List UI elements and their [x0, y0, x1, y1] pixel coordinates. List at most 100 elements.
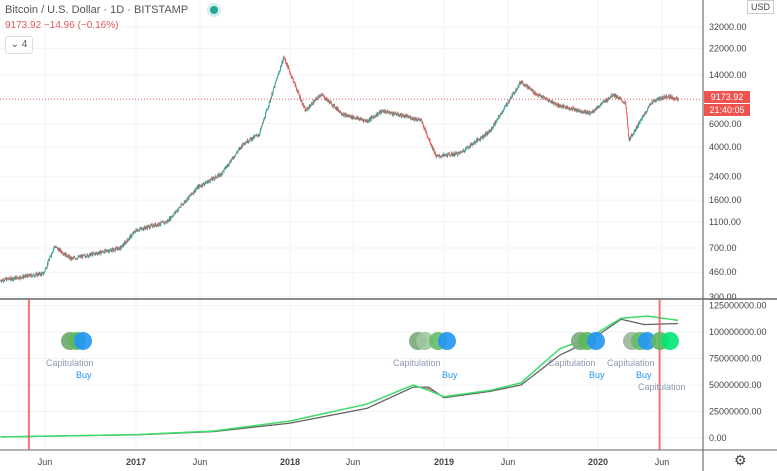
candle-body [49, 256, 51, 259]
candle-body [181, 204, 183, 206]
candle-body [548, 100, 549, 102]
candle-body [376, 113, 378, 116]
candle-body [409, 116, 411, 118]
candle-body [665, 96, 667, 98]
candle-body [648, 106, 649, 108]
candle-body [561, 107, 563, 108]
candle-body [622, 101, 624, 103]
candle-body [268, 101, 270, 106]
candle-body [467, 147, 469, 148]
candle-body [379, 111, 381, 114]
candle-body [31, 276, 33, 277]
candle-body [23, 276, 25, 278]
candle-body [424, 127, 426, 130]
candle-body [261, 124, 263, 127]
candle-body [385, 110, 387, 112]
candle-body [486, 132, 487, 134]
candle-body [112, 248, 114, 252]
candle-body [489, 130, 490, 131]
candle-body [302, 104, 303, 106]
candle-body [144, 227, 146, 229]
indicators-toggle-button[interactable]: ⌄ 4 [5, 36, 33, 54]
candle-body [603, 101, 604, 102]
candle-body [11, 277, 12, 278]
candle-body [503, 110, 504, 112]
candle-body [129, 236, 131, 239]
candle-body [612, 95, 614, 97]
candle-body [340, 110, 341, 114]
candle-body [262, 122, 263, 125]
candle-body [555, 103, 557, 106]
candle-body [632, 135, 633, 136]
candle-body [87, 254, 89, 257]
candle-body [333, 104, 335, 105]
candle-body [497, 117, 499, 119]
candle-body [290, 73, 292, 75]
candle-body [345, 114, 347, 117]
candle-body [171, 216, 173, 218]
candle-body [115, 247, 117, 249]
signal-marker [638, 332, 656, 350]
candle-body [89, 253, 91, 257]
candle-body [73, 257, 74, 259]
candle-body [334, 107, 336, 109]
candle-body [554, 103, 556, 104]
candle-body [173, 212, 175, 214]
candle-body [189, 195, 191, 196]
candle-body [437, 155, 439, 156]
candle-body [65, 253, 67, 257]
candle-body [503, 108, 505, 111]
candle-body [155, 223, 157, 227]
candle-body [525, 84, 527, 85]
candle-body [320, 95, 322, 96]
candle-body [162, 221, 164, 223]
candle-body [338, 110, 339, 111]
candle-body [516, 88, 518, 89]
candle-body [637, 124, 638, 128]
candle-body [308, 107, 309, 109]
candle-body [546, 98, 547, 99]
candle-body [325, 97, 327, 100]
candle-body [425, 130, 427, 133]
candle-body [321, 94, 323, 96]
candle-body [79, 255, 81, 257]
candle-body [485, 133, 487, 135]
candle-body [166, 220, 168, 223]
capitulation-label: Capitulation [393, 358, 441, 368]
candle-body [653, 99, 655, 101]
currency-button[interactable]: USD [746, 0, 774, 14]
candle-body [327, 99, 328, 102]
candle-body [630, 134, 632, 136]
candle-body [240, 147, 242, 149]
candle-body [48, 260, 50, 262]
candle-body [551, 100, 552, 103]
candle-body [621, 100, 623, 102]
candle-body [639, 120, 641, 124]
candle-body [256, 134, 257, 136]
candle-body [168, 219, 169, 222]
candle-body [329, 100, 331, 104]
candle-body [664, 95, 666, 99]
candle-body [24, 274, 26, 276]
candle-body [409, 116, 411, 118]
candle-body [89, 253, 90, 256]
candle-body [243, 142, 245, 145]
candle-body [260, 126, 262, 130]
candle-body [480, 136, 482, 140]
candle-body [33, 276, 35, 277]
candle-body [531, 89, 533, 91]
candle-body [199, 185, 201, 187]
candle-body [165, 221, 167, 223]
candle-body [62, 253, 64, 255]
candle-body [123, 244, 125, 246]
candle-body [250, 138, 252, 141]
candle-body [59, 248, 60, 250]
candle-body [229, 161, 231, 163]
candle-body [151, 224, 152, 226]
candle-body [575, 109, 577, 112]
candle-body [257, 135, 258, 137]
settings-gear-icon[interactable]: ⚙ [734, 452, 747, 468]
candle-body [351, 115, 353, 119]
candle-body [52, 251, 54, 253]
